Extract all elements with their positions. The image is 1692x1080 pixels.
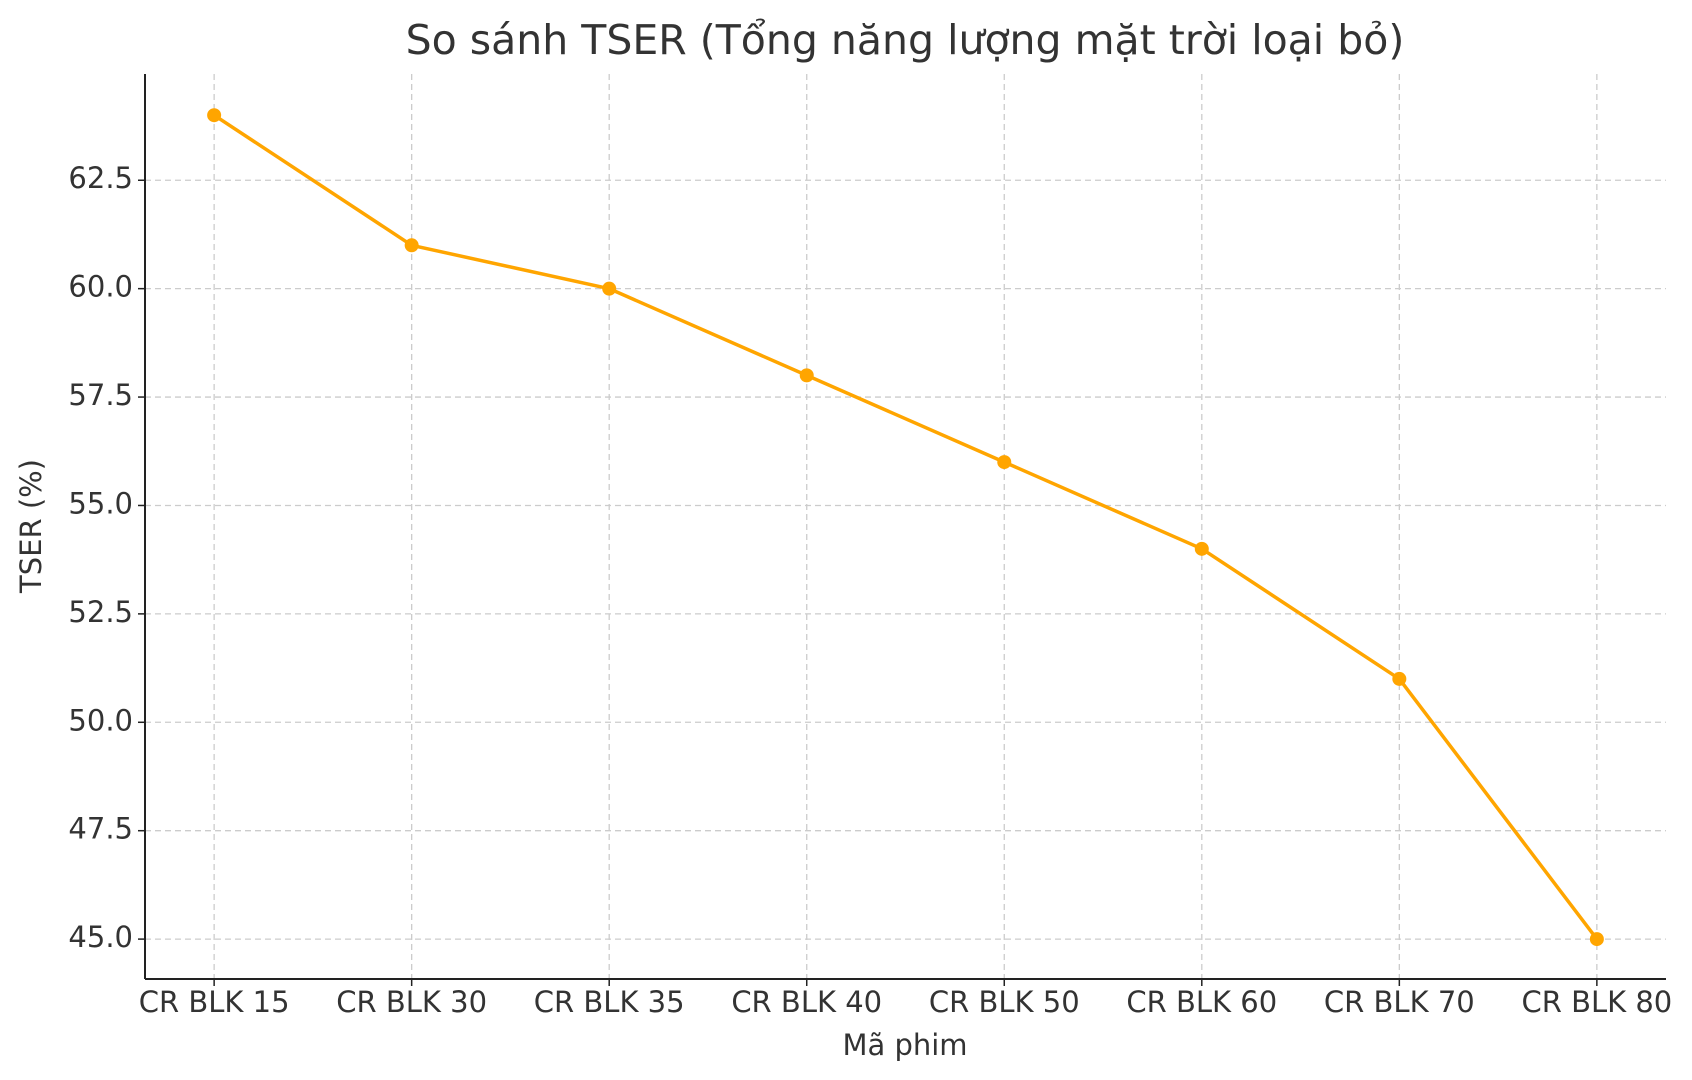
chart-title: So sánh TSER (Tổng năng lượng mặt trời l… xyxy=(406,16,1405,64)
x-tick-label: CR BLK 60 xyxy=(1126,985,1277,1019)
x-tick-label: CR BLK 15 xyxy=(139,985,290,1019)
y-tick-label: 57.5 xyxy=(68,378,133,412)
y-tick-label: 52.5 xyxy=(68,595,133,629)
x-tick-label: CR BLK 80 xyxy=(1521,985,1672,1019)
point xyxy=(997,455,1012,470)
x-tick-label: CR BLK 30 xyxy=(336,985,487,1019)
point xyxy=(1392,671,1407,686)
point xyxy=(1194,541,1209,556)
point xyxy=(207,108,222,123)
y-tick-label: 45.0 xyxy=(68,920,133,954)
point xyxy=(602,281,617,296)
x-tick-label: CR BLK 40 xyxy=(731,985,882,1019)
x-axis-label: Mã phim xyxy=(842,1028,967,1062)
y-tick-label: 50.0 xyxy=(68,703,133,737)
y-tick-label: 62.5 xyxy=(68,161,133,195)
point xyxy=(799,368,814,383)
y-tick-label: 60.0 xyxy=(68,270,133,304)
point xyxy=(1589,932,1604,947)
x-tick-label: CR BLK 50 xyxy=(929,985,1080,1019)
y-axis-label: TSER (%) xyxy=(14,459,48,594)
y-tick-label: 55.0 xyxy=(68,486,133,520)
point xyxy=(404,238,419,253)
x-tick-label: CR BLK 35 xyxy=(534,985,685,1019)
x-tick-label: CR BLK 70 xyxy=(1324,985,1475,1019)
y-tick-label: 47.5 xyxy=(68,812,133,846)
line xyxy=(213,113,1599,941)
